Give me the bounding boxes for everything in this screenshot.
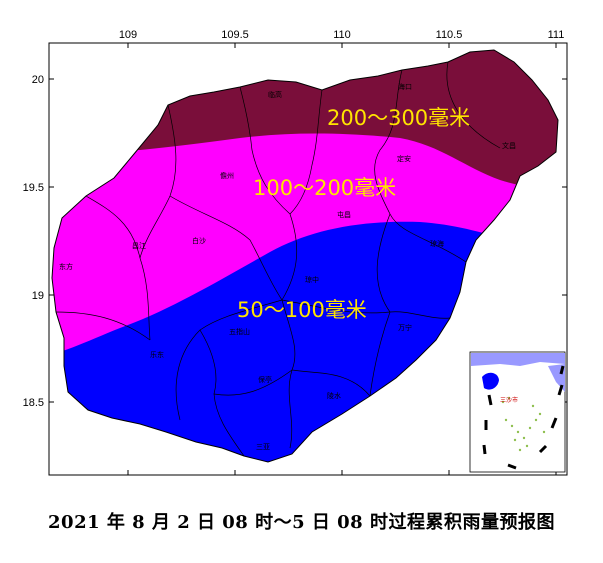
inset-label-sansha: 三沙市 xyxy=(500,396,518,404)
band-label-200-300: 200～300毫米 xyxy=(327,106,470,130)
city-label: 临高 xyxy=(268,90,282,99)
city-label: 五指山 xyxy=(229,327,250,336)
inset-mainland xyxy=(471,353,565,366)
south-china-sea-inset: 三沙市 xyxy=(469,351,566,473)
city-label: 海口 xyxy=(398,82,412,91)
county-boundaries xyxy=(55,61,501,457)
inset-hainan xyxy=(482,372,499,390)
city-label: 文昌 xyxy=(502,141,516,150)
band-label-100-200: 100～200毫米 xyxy=(253,176,396,200)
inset-islands xyxy=(501,396,546,452)
lat-tick-label: 20 xyxy=(32,74,44,86)
rainfall-map: 109 109.5 110 110.5 111 20 19.5 19 18.5 … xyxy=(23,29,568,476)
lat-tick-label: 18.5 xyxy=(23,397,44,409)
city-label: 陵水 xyxy=(327,391,341,400)
lon-tick-label: 109 xyxy=(119,29,137,41)
city-labels: 海口 临高 儋州 定安 文昌 屯昌 琼海 昌江 白沙 东方 琼中 万宁 乐东 五… xyxy=(59,82,516,451)
city-label: 乐东 xyxy=(150,350,164,359)
band-label-50-100: 50～100毫米 xyxy=(237,298,367,322)
lon-tick-label: 110 xyxy=(333,29,351,41)
city-label: 琼海 xyxy=(430,239,444,248)
lon-tick-label: 109.5 xyxy=(221,29,249,41)
lon-tick-label: 111 xyxy=(548,29,565,41)
city-label: 屯昌 xyxy=(337,210,351,219)
lat-tick-label: 19.5 xyxy=(23,182,44,194)
lon-tick-label: 110.5 xyxy=(436,29,463,41)
city-label: 儋州 xyxy=(220,171,234,180)
lat-tick-label: 19 xyxy=(32,290,44,302)
city-label: 白沙 xyxy=(192,236,206,245)
inset-dashed-boundary xyxy=(482,365,565,470)
coastline xyxy=(51,49,559,463)
city-label: 保亭 xyxy=(258,375,272,384)
map-caption: 2021 年 8 月 2 日 08 时～5 日 08 时过程累积雨量预报图 xyxy=(48,512,555,533)
city-label: 琼中 xyxy=(305,275,319,284)
city-label: 万宁 xyxy=(398,323,412,332)
city-label: 昌江 xyxy=(132,242,146,250)
city-label: 三亚 xyxy=(256,443,270,451)
city-label: 东方 xyxy=(59,262,73,271)
city-label: 定安 xyxy=(397,154,411,163)
